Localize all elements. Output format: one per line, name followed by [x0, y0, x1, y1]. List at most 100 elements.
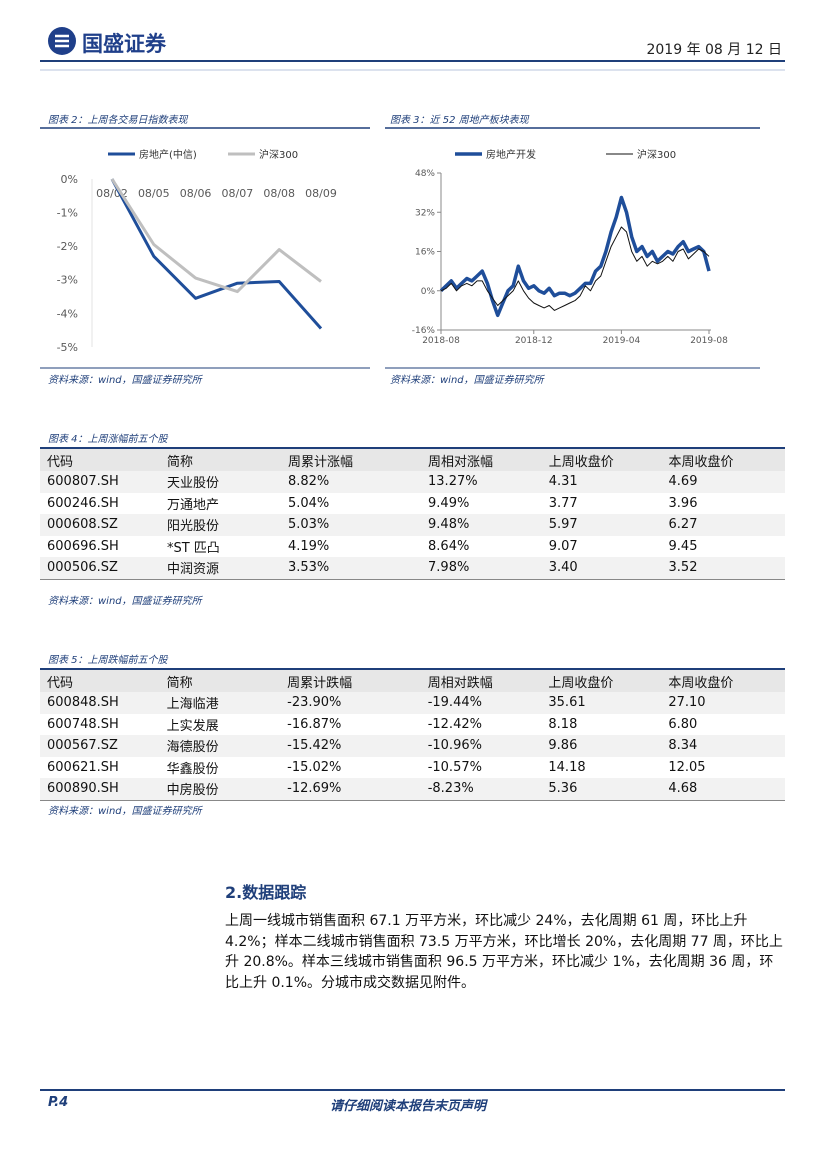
table-cell: -10.57% [427, 759, 482, 775]
section-title: 2.数据跟踪 [225, 883, 307, 902]
table-cell: 600807.SH [40, 471, 160, 493]
table-cell: 14.18 [548, 759, 586, 775]
table-cell: 35.61 [541, 692, 662, 714]
table-row: 600848.SH 上海临港 -23.90% -19.44% 35.61 27.10 [40, 692, 785, 714]
table-cell: 中润资源 [159, 557, 281, 580]
table-cell: 3.52 [661, 557, 785, 580]
figure-caption: 图表 2：上周各交易日指数表现 [48, 115, 188, 126]
table-row: 600807.SH 天业股份 8.82% 13.27% 4.31 4.69 [40, 471, 785, 493]
table-cell: 000506.SZ [40, 557, 160, 580]
table-cell: 3.77 [548, 495, 578, 511]
table-cell: 阳光股份 [159, 514, 281, 536]
column-header: 代码 [40, 447, 160, 471]
column-header: 周相对跌幅 [420, 668, 542, 692]
figure-caption: 图表 3：近 52 周地产板块表现 [390, 115, 529, 126]
column-header: 周累计涨幅 [280, 447, 422, 471]
table-cell: 5.36 [541, 778, 662, 801]
disclaimer: 请仔细阅读本报告末页声明 [330, 1099, 487, 1114]
table-cell: 9.49% [428, 495, 470, 511]
table-cell: -23.90% [280, 692, 421, 714]
table-caption: 图表 5：上周跌幅前五个股 [48, 655, 168, 666]
table-row: 600696.SH *ST 匹凸 4.19% 8.64% 9.07 9.45 [40, 536, 785, 558]
table-cell: 8.64% [428, 538, 470, 554]
page-number: P.4 [48, 1095, 69, 1110]
table-cell: 5.03% [280, 514, 422, 536]
table-cell: -12.69% [280, 778, 421, 801]
y-tick-label: -1% [57, 206, 78, 219]
table-cell: 4.69 [661, 471, 785, 493]
series-line [440, 226, 710, 311]
table-cell: 27.10 [661, 692, 785, 714]
x-tick-label: 08/07 [222, 187, 254, 200]
logo-stripes [55, 34, 69, 48]
column-header: 本周收盘价 [661, 447, 785, 471]
table-row: 000608.SZ 阳光股份 5.03% 9.48% 5.97 6.27 [40, 514, 785, 536]
table-cell: 9.86 [541, 735, 662, 757]
series-line [110, 178, 322, 294]
data-table: 代码 简称 周累计涨幅 周相对涨幅 上周收盘价 本周收盘价 600807.SH 天业股份 8.8… [40, 447, 785, 580]
x-tick-label: 08/06 [180, 187, 212, 200]
source-note: 资料来源：wind，国盛证券研究所 [390, 375, 544, 386]
table-head: 代码 简称 周累计跌幅 周相对跌幅 上周收盘价 本周收盘价 [40, 668, 785, 692]
table-cell: 13.27% [421, 471, 542, 493]
table-cell: -19.44% [420, 692, 542, 714]
table-cell: 000608.SZ [40, 514, 160, 536]
y-tick-label: -16% [412, 326, 436, 336]
table-cell: 600246.SH [47, 495, 119, 511]
table-cell: 7.98% [421, 557, 542, 580]
table-cell: 600890.SH [40, 778, 160, 801]
table-row: 000506.SZ 中润资源 3.53% 7.98% 3.40 3.52 [40, 557, 785, 580]
table-cell: 6.80 [668, 716, 698, 732]
table-row: 600246.SH 万通地产 5.04% 9.49% 3.77 3.96 [40, 493, 785, 515]
logo-text: 国盛证券 [82, 32, 166, 56]
column-header: 本周收盘价 [661, 668, 785, 692]
table-row: 600748.SH 上实发展 -16.87% -12.42% 8.18 6.80 [40, 714, 785, 736]
series-line [439, 195, 711, 318]
table-cell: *ST 匹凸 [166, 540, 220, 556]
table-row: 600621.SH 华鑫股份 -15.02% -10.57% 14.18 12.05 [40, 757, 785, 779]
table-cell: 600748.SH [47, 716, 119, 732]
x-tick-label: 2019-04 [603, 336, 641, 346]
y-tick-label: -3% [57, 274, 78, 287]
data-table: 代码 简称 周累计跌幅 周相对跌幅 上周收盘价 本周收盘价 600848.SH 上海临港 -23… [40, 668, 785, 801]
series-line [110, 178, 323, 330]
table-cell: 上海临港 [159, 692, 281, 714]
y-tick-label: 32% [415, 208, 435, 218]
table-cell: 8.18 [548, 716, 578, 732]
table-cell: 华鑫股份 [166, 761, 219, 777]
table-cell: 4.68 [661, 778, 785, 801]
report-date: 2019 年 08 月 12 日 [646, 42, 782, 58]
table-cell: 600621.SH [47, 759, 119, 775]
table-cell: 8.82% [280, 471, 422, 493]
y-tick-label: 48% [415, 169, 435, 179]
table-cell: -8.23% [420, 778, 542, 801]
table-cell: 9.07 [548, 538, 578, 554]
x-tick-label: 08/08 [263, 187, 295, 200]
x-tick-label: 2018-12 [515, 336, 553, 346]
y-tick-label: -4% [57, 307, 78, 320]
column-header: 代码 [40, 668, 160, 692]
column-header: 上周收盘价 [541, 447, 662, 471]
table-body: 600807.SH 天业股份 8.82% 13.27% 4.31 4.69 600246.S… [40, 471, 785, 580]
table-cell: -10.96% [420, 735, 542, 757]
table-cell: 4.31 [541, 471, 662, 493]
source-note: 资料来源：wind，国盛证券研究所 [48, 596, 202, 607]
x-tick-label: 08/05 [138, 187, 170, 200]
table-cell: 万通地产 [166, 497, 219, 513]
x-tick-label: 2019-08 [690, 336, 728, 346]
y-tick-label: -5% [57, 341, 78, 354]
table-caption: 图表 4：上周涨幅前五个股 [48, 434, 168, 445]
table-cell: -15.42% [280, 735, 421, 757]
table-cell: 上实发展 [166, 718, 219, 734]
x-tick-label: 08/09 [305, 187, 337, 200]
table-cell: 海德股份 [159, 735, 281, 757]
column-header: 简称 [159, 668, 281, 692]
table-cell: -16.87% [287, 716, 342, 732]
table-cell: 3.96 [668, 495, 698, 511]
table-cell: 600696.SH [47, 538, 119, 554]
table-cell: -12.42% [427, 716, 482, 732]
table-cell: 中房股份 [159, 778, 281, 801]
column-header: 周累计跌幅 [280, 668, 421, 692]
header-row: 代码 简称 周累计跌幅 周相对跌幅 上周收盘价 本周收盘价 [40, 668, 785, 692]
